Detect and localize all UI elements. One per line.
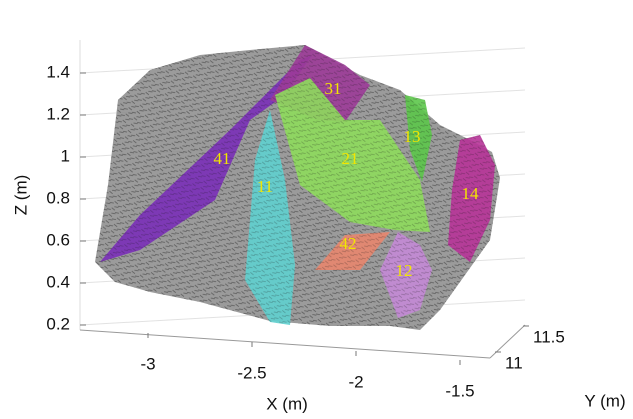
segment-label: 21 bbox=[342, 149, 359, 168]
x-axis-label: X (m) bbox=[266, 394, 308, 413]
z-tick-label: 0.4 bbox=[46, 272, 70, 291]
z-tick-label: 0.8 bbox=[46, 188, 70, 207]
page: {"chart_data": {"type": "point-cloud", "… bbox=[0, 0, 633, 419]
y-tick-label: 11.5 bbox=[533, 327, 565, 346]
segment-label: 14 bbox=[462, 184, 480, 203]
z-tick-label: 0.6 bbox=[46, 230, 70, 249]
z-tick-label: 1 bbox=[61, 146, 70, 165]
segment-label: 12 bbox=[396, 261, 413, 280]
x-tick-label: -2.5 bbox=[237, 363, 266, 382]
segment-label: 41 bbox=[214, 149, 231, 168]
segment-label: 31 bbox=[325, 79, 342, 98]
z-axis-label: Z (m) bbox=[11, 175, 30, 216]
z-tick-label: 1.4 bbox=[46, 62, 70, 81]
chart: Z (m) X (m) Y (m) 0.2 0.4 0.6 0.8 1 1.2 1.4 -3 -… bbox=[0, 0, 633, 419]
z-tick-label: 1.2 bbox=[46, 104, 70, 123]
segment-label: 42 bbox=[340, 234, 357, 253]
x-tick-label: -1.5 bbox=[445, 381, 474, 400]
x-tick-label: -3 bbox=[140, 354, 155, 373]
segment-label: 13 bbox=[404, 127, 421, 146]
segment-label: 11 bbox=[257, 177, 273, 196]
x-tick-label: -2 bbox=[348, 372, 363, 391]
y-axis-label: Y (m) bbox=[584, 391, 625, 410]
z-tick-label: 0.2 bbox=[46, 314, 70, 333]
y-tick-label: 11 bbox=[505, 353, 523, 372]
